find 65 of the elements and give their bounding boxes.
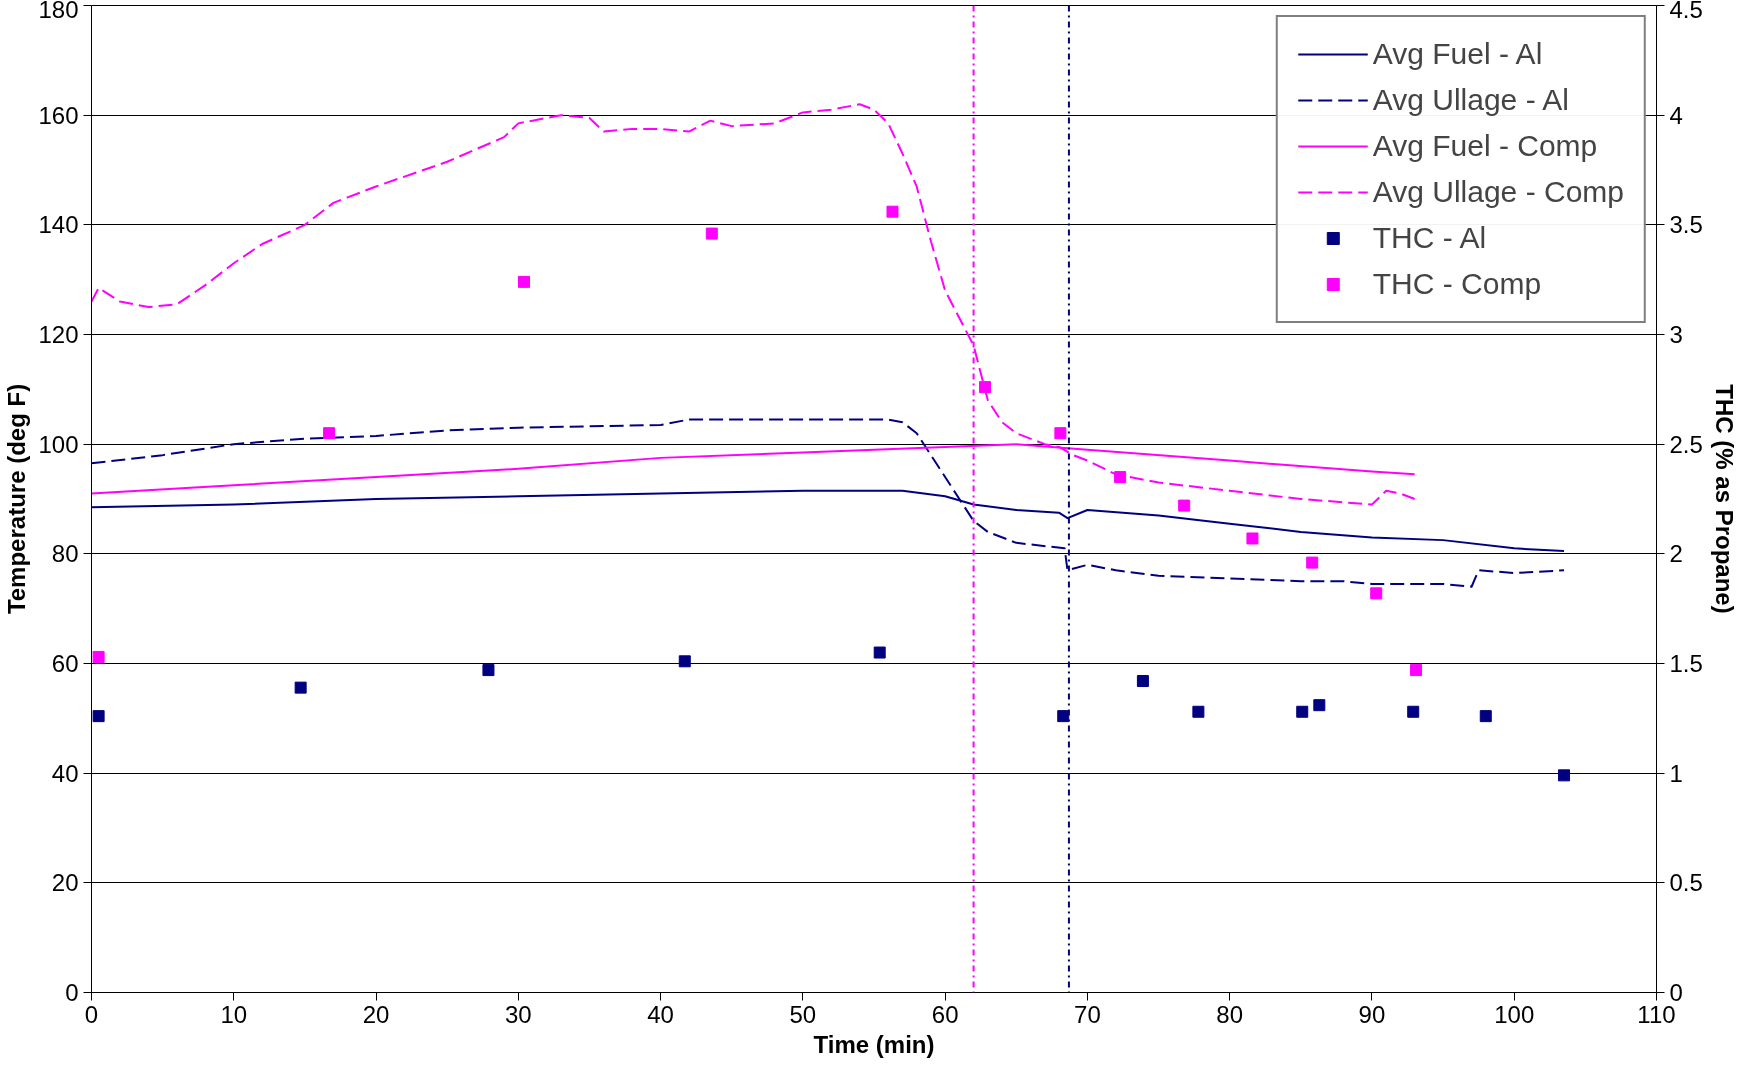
legend-label: Avg Fuel - Comp [1372,129,1598,163]
point [1558,769,1571,782]
y2-tick-label: 2 [1669,540,1683,568]
legend-label: THC - Al [1372,221,1487,255]
point [482,664,495,677]
point [1114,471,1127,484]
y-tick-label: 0 [65,979,79,1006]
y-axis-title: Temperature (deg F) [3,383,31,615]
y2-tick-label: 4.5 [1669,0,1703,23]
point [1178,499,1191,512]
x-tick-label: 40 [647,1000,674,1028]
point [1246,532,1259,545]
point [978,381,991,394]
legend-label: Avg Ullage - Comp [1372,175,1624,209]
x-tick-label: 30 [504,1000,532,1028]
legend-label: Avg Ullage - Al [1372,83,1569,117]
x-tick-label: 80 [1216,1000,1244,1028]
point [323,427,336,440]
point [1407,705,1420,718]
y-tick-label: 20 [51,869,79,897]
y2-tick-label: 2.5 [1669,430,1703,458]
point [1313,699,1326,712]
y2-tick-label: 3.5 [1669,211,1703,239]
point [678,655,691,668]
x-tick-label: 100 [1494,1000,1535,1028]
y-tick-label: 180 [38,0,79,23]
y-tick-label: 40 [51,759,79,787]
point [294,681,307,694]
x-tick-label: 60 [931,1000,959,1028]
x-tick-label: 0 [84,1000,99,1028]
y-tick-label: 140 [38,211,79,239]
point [518,275,531,288]
y2-tick-label: 0.5 [1669,869,1703,897]
legend-label: Avg Fuel - Al [1372,37,1543,71]
point [1370,587,1383,600]
y-tick-label: 80 [51,540,79,568]
y-tick-label: 100 [38,430,79,458]
x-tick-label: 10 [220,1000,248,1028]
x-tick-label: 70 [1074,1000,1101,1028]
y2-axis-title: THC (% as Propane) [1710,384,1738,614]
x-tick-label: 20 [362,1000,390,1028]
x-tick-label: 90 [1358,1000,1386,1028]
point [1192,705,1205,718]
y-tick-label: 120 [38,321,79,348]
y2-tick-label: 4 [1669,101,1683,129]
point [1057,710,1070,723]
y-tick-label: 60 [51,650,79,677]
y2-tick-label: 1.5 [1669,650,1703,677]
legend-label: THC - Comp [1372,267,1542,301]
point [1136,675,1149,688]
point [1296,705,1309,718]
point [873,646,886,659]
y2-tick-label: 1 [1669,759,1683,787]
x-axis-title: Time (min) [813,1030,935,1058]
x-tick-label: 50 [789,1000,817,1028]
point [1054,427,1067,440]
point [1479,710,1492,723]
point [92,650,105,663]
y2-tick-label: 3 [1669,321,1683,348]
point [1306,556,1319,569]
point [705,227,718,240]
point [92,710,105,723]
point [1410,664,1423,677]
point [886,205,899,218]
y-tick-label: 160 [38,101,79,129]
